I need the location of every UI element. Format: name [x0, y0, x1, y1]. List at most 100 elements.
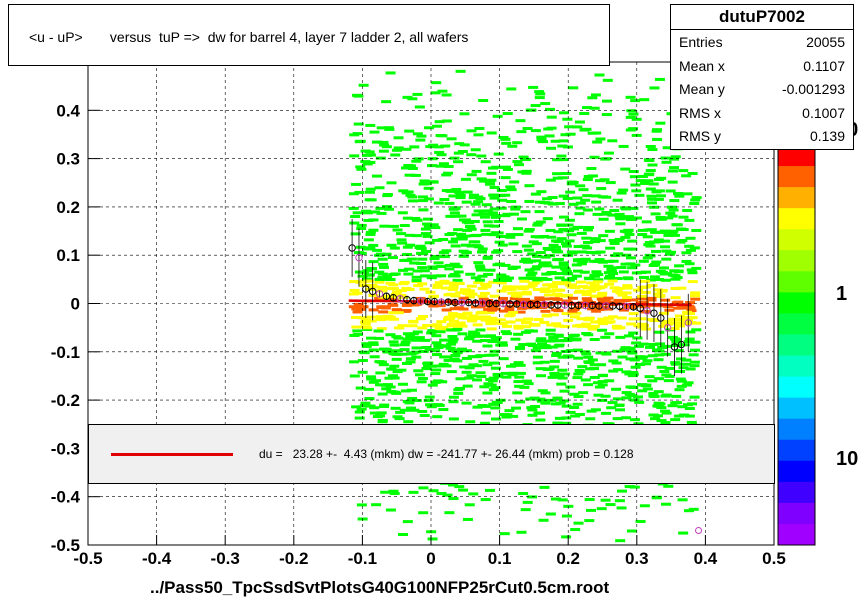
density-cell: [414, 105, 425, 109]
density-cell: [538, 235, 549, 239]
density-cell: [661, 344, 672, 348]
density-cell: [524, 228, 535, 232]
density-cell: [464, 337, 475, 341]
density-cell: [532, 361, 543, 365]
density-cell: [419, 179, 430, 183]
density-cell: [511, 285, 522, 289]
density-cell: [578, 285, 589, 289]
density-cell: [655, 269, 666, 273]
density-cell: [472, 378, 483, 382]
density-cell: [673, 349, 684, 353]
density-cell: [606, 267, 617, 271]
density-cell: [532, 265, 543, 269]
density-cell: [515, 119, 526, 123]
palette-cell: [778, 439, 815, 462]
density-cell: [383, 126, 394, 130]
density-cell: [500, 176, 511, 180]
density-cell: [423, 224, 434, 228]
density-cell: [407, 195, 418, 199]
density-cell: [564, 229, 575, 233]
stats-value: 0.1007: [802, 104, 845, 121]
density-cell: [592, 285, 603, 289]
y-tick-label: 0.1: [56, 246, 80, 265]
density-cell: [480, 212, 491, 216]
density-cell: [582, 106, 593, 110]
density-cell: [351, 325, 362, 329]
density-cell: [524, 268, 535, 272]
density-cell: [576, 262, 587, 266]
x-tick-label: -0.4: [142, 549, 172, 568]
density-cell: [569, 406, 580, 410]
density-cell: [564, 239, 575, 243]
profile-point: [355, 253, 363, 262]
density-cell: [613, 252, 624, 256]
density-cell: [414, 337, 425, 341]
density-cell: [627, 351, 638, 355]
density-cell: [653, 358, 664, 362]
density-cell: [513, 324, 524, 328]
density-cell: [535, 92, 546, 96]
x-tick-label: -0.3: [211, 549, 240, 568]
palette-cell: [778, 208, 815, 230]
density-cell: [593, 278, 604, 282]
density-cell: [378, 265, 389, 269]
density-cell: [538, 518, 549, 522]
density-cell: [667, 180, 678, 184]
density-cell: [631, 216, 642, 220]
density-cell: [430, 91, 441, 95]
density-cell: [630, 99, 641, 103]
density-cell: [385, 281, 396, 285]
density-cell: [628, 170, 639, 174]
density-cell: [660, 352, 671, 356]
density-cell: [438, 408, 449, 412]
density-cell: [625, 357, 636, 361]
density-cell: [561, 172, 572, 176]
density-cell: [358, 83, 369, 87]
density-cell: [601, 411, 612, 415]
density-cell: [381, 347, 392, 351]
x-tick-label: 0: [426, 549, 435, 568]
density-cell: [597, 300, 608, 304]
stats-row-mean-x: Mean x 0.1107: [671, 54, 853, 78]
density-cell: [476, 154, 487, 158]
density-cell: [451, 187, 462, 191]
density-cell: [491, 336, 502, 340]
density-cell: [480, 315, 491, 319]
density-cell: [540, 344, 551, 348]
density-cell: [561, 514, 572, 518]
density-cell: [558, 263, 569, 267]
density-cell: [420, 338, 431, 342]
density-cell: [455, 291, 466, 295]
density-cell: [536, 190, 547, 194]
density-cell: [545, 272, 556, 276]
density-cell: [578, 259, 589, 263]
density-cell: [596, 293, 607, 297]
density-cell: [488, 402, 499, 406]
density-cell: [398, 533, 409, 537]
density-cell: [601, 211, 612, 215]
density-cell: [579, 111, 590, 115]
density-cell: [618, 188, 629, 192]
density-cell: [488, 388, 499, 392]
density-cell: [439, 279, 450, 283]
density-cell: [555, 401, 566, 405]
density-cell: [551, 288, 562, 292]
density-cell: [470, 148, 481, 152]
density-cell: [482, 220, 493, 224]
density-cell: [659, 266, 670, 270]
density-cell: [352, 329, 363, 333]
density-cell: [609, 241, 620, 245]
density-cell: [653, 238, 664, 242]
density-cell: [493, 152, 504, 156]
density-cell: [362, 211, 373, 215]
density-cell: [399, 408, 410, 412]
density-cell: [674, 324, 685, 328]
density-cell: [558, 261, 569, 265]
density-cell: [682, 310, 693, 314]
density-cell: [368, 348, 379, 352]
density-cell: [640, 290, 651, 294]
density-cell: [455, 193, 466, 197]
y-tick-label: 0: [71, 295, 80, 314]
density-cell: [495, 398, 506, 402]
density-cell: [670, 296, 681, 300]
